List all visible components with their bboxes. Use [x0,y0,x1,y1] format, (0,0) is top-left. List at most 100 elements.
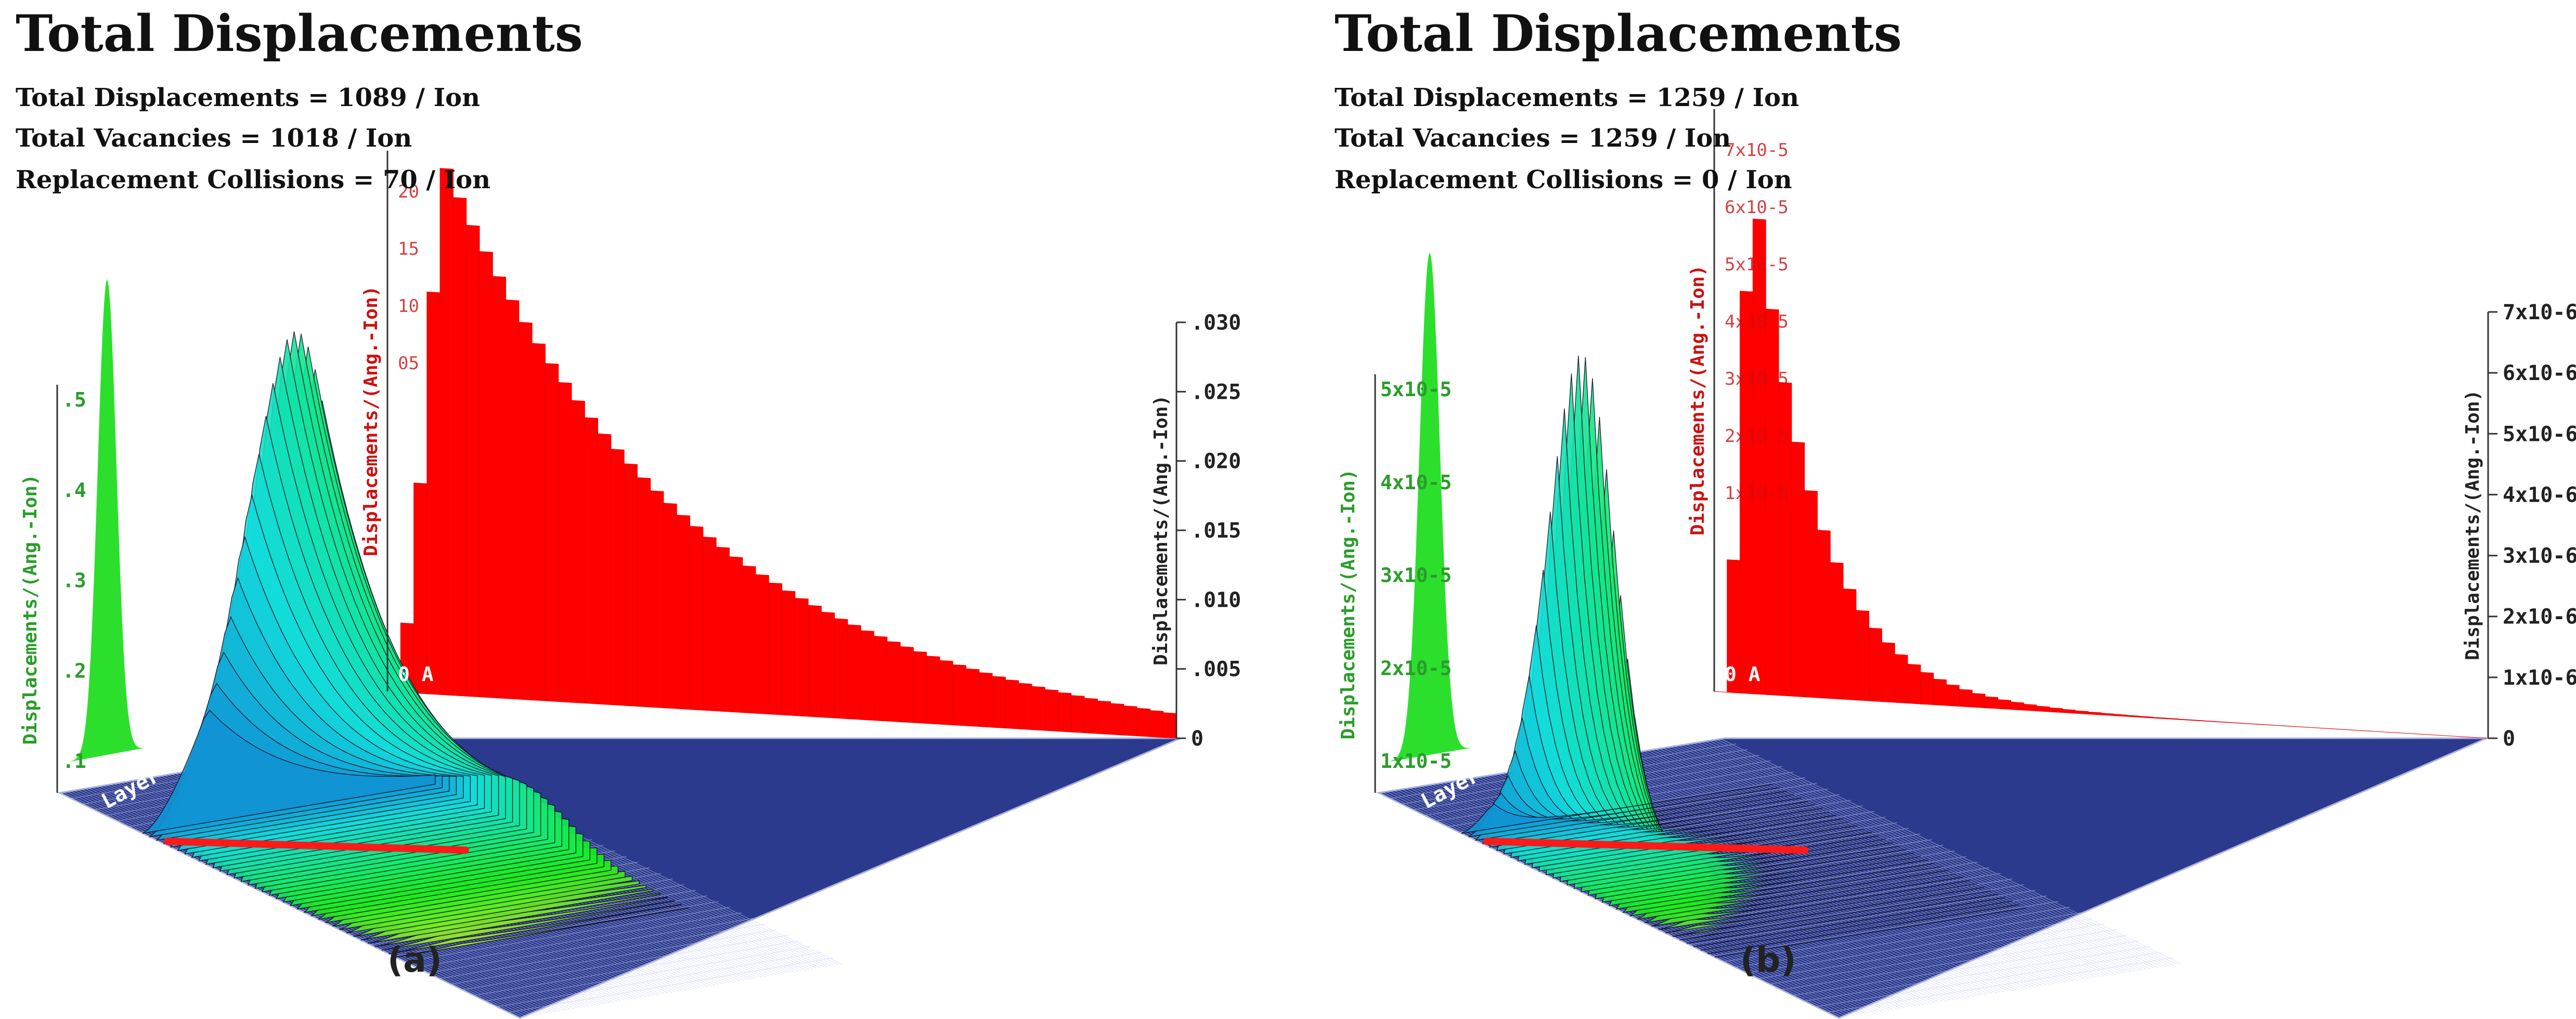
right-axis-tick: .020 [1191,450,1241,474]
depth-bin [2411,733,2424,735]
panel-a: .1 .2 .3 .4 .5 Displacements/(Ang.-Ion) Displa… [16,4,1241,1019]
back-axis-tick: 5x10-5 [1725,254,1789,275]
depth-bin [1985,696,1999,709]
depth-bin [1804,490,1818,698]
depth-bin [584,417,598,704]
depth-bin [2010,701,2024,711]
depth-bin [624,463,638,707]
panel-caption: (b) [1740,940,1796,980]
back-axis-label: Displacements/(Ang.-Ion) [1687,265,1708,535]
left-axis-tick: 4x10-5 [1380,471,1452,494]
depth-bin [966,668,980,727]
grid-line [474,940,799,996]
depth-bin [821,611,835,718]
surface-slice [1693,897,2005,947]
depth-bin [887,641,901,723]
depth-bin [1907,663,1921,704]
depth-bin [900,646,914,723]
left-axis-tick: .2 [62,659,86,682]
depth-bin [2217,721,2231,723]
depth-bin [2204,720,2218,723]
grid-line [485,946,811,1002]
depth-bin [1791,441,1805,698]
stat-replacement-collisions: Replacement Collisions = 0 / Ion [1335,165,1792,194]
surface-slice [1686,894,1998,944]
depth-bin [2152,717,2166,720]
depth-bin [1778,382,1792,697]
depth-bin [1044,689,1058,732]
depth-bin [1058,692,1072,733]
surface-slice [389,904,682,955]
depth-bin [1946,684,1960,707]
panel-b: 1x10-5 2x10-5 3x10-5 4x10-5 5x10-5 Displaceme… [1319,0,2576,1019]
surface-slice [1679,890,1991,940]
left-axis-tick: 3x10-5 [1380,564,1452,587]
depth-bin [2449,736,2463,737]
grid-line [1746,918,2093,973]
left-axis-label: Displacements/(Ang.-Ion) [20,474,41,744]
left-axis-tick: .1 [62,750,86,773]
depth-bin [1752,218,1766,695]
back-axis-tick: 2x10-5 [1725,426,1789,447]
depth-bin [1959,689,1973,708]
depth-bin [716,546,730,712]
depth-bin [2101,713,2115,716]
depth-bin [2036,706,2050,712]
right-axis-tick: 5x10-6 [2503,422,2576,446]
depth-bin [2191,720,2205,722]
depth-bin [676,515,690,710]
right-axis-tick: .025 [1191,380,1241,404]
depth-bin [2127,715,2140,718]
depth-bin [519,322,533,701]
right-axis-label: Displacements/(Ang.-Ion) [2462,390,2483,660]
depth-bin [1084,698,1098,734]
depth-bin [1830,562,1844,700]
back-axis-tick: 7x10-5 [1725,140,1789,161]
depth-bin [808,605,822,718]
back-axis-tick: 15 [398,239,419,259]
grid-line [428,918,754,973]
grid-line [1666,879,2013,934]
depth-bin [1136,708,1150,737]
depth-bin [2243,723,2257,725]
depth-bin [1149,710,1164,738]
chart-title: Total Displacements [1335,4,1902,63]
back-axis-tick: 6x10-5 [1725,197,1789,218]
stat-total-displacements: Total Displacements = 1259 / Ion [1335,83,1799,112]
left-axis-tick: .4 [62,479,86,502]
depth-bin [2436,735,2450,736]
origin-label: 0 A [1725,663,1761,686]
depth-bin [755,574,769,715]
lateral-distribution-area [1389,253,1470,762]
depth-bin [1869,628,1882,702]
depth-bin [2178,718,2192,721]
depth-bin [506,299,520,700]
depth-bin [663,503,677,709]
depth-bin [926,656,940,725]
depth-bin [479,251,493,698]
grid-line [1781,935,2128,990]
depth-bin [1894,654,1908,704]
right-axis-label: Displacements/(Ang.-Ion) [1150,395,1172,665]
back-axis-label: Displacements/(Ang.-Ion) [360,286,382,556]
depth-bin [466,225,480,698]
right-axis-tick: 0 [2503,727,2515,751]
depth-bin [2359,730,2373,732]
stat-total-vacancies: Total Vacancies = 1259 / Ion [1335,124,1731,153]
depth-bin [939,660,953,726]
surface-slice [142,709,436,834]
depth-bin [1031,686,1045,731]
back-axis-tick: 3x10-5 [1725,369,1789,389]
depth-bin [952,664,966,726]
grid-line [1689,890,2036,945]
depth-bin [1765,308,1779,696]
depth-bin [2256,724,2269,726]
depth-bin [413,482,428,695]
depth-bin [782,590,796,716]
grid-line [1735,912,2081,968]
depth-bin [2385,731,2398,733]
depth-bin [834,618,848,720]
depth-bin [874,636,888,722]
depth-bin [2165,717,2179,720]
depth-bin [992,676,1006,729]
